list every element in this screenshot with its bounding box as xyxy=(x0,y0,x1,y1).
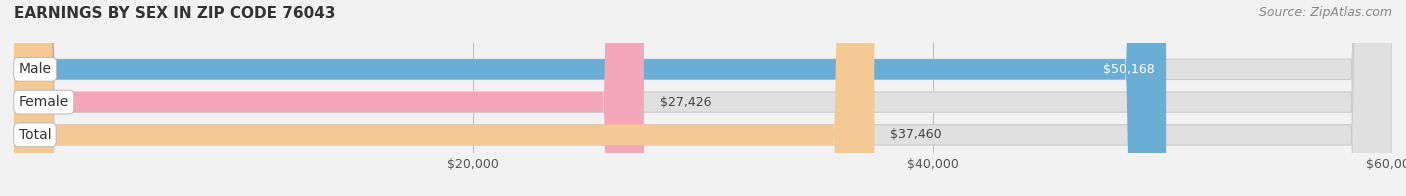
FancyBboxPatch shape xyxy=(14,0,1392,196)
FancyBboxPatch shape xyxy=(14,0,1392,196)
FancyBboxPatch shape xyxy=(14,0,875,196)
FancyBboxPatch shape xyxy=(14,0,1166,196)
Text: $27,426: $27,426 xyxy=(659,96,711,109)
FancyBboxPatch shape xyxy=(14,0,644,196)
Text: $50,168: $50,168 xyxy=(1102,63,1154,76)
FancyBboxPatch shape xyxy=(14,0,1392,196)
Text: Total: Total xyxy=(18,128,51,142)
Text: Source: ZipAtlas.com: Source: ZipAtlas.com xyxy=(1258,6,1392,19)
Text: EARNINGS BY SEX IN ZIP CODE 76043: EARNINGS BY SEX IN ZIP CODE 76043 xyxy=(14,6,336,21)
Text: Female: Female xyxy=(18,95,69,109)
Text: $37,460: $37,460 xyxy=(890,128,942,141)
Text: Male: Male xyxy=(18,62,52,76)
